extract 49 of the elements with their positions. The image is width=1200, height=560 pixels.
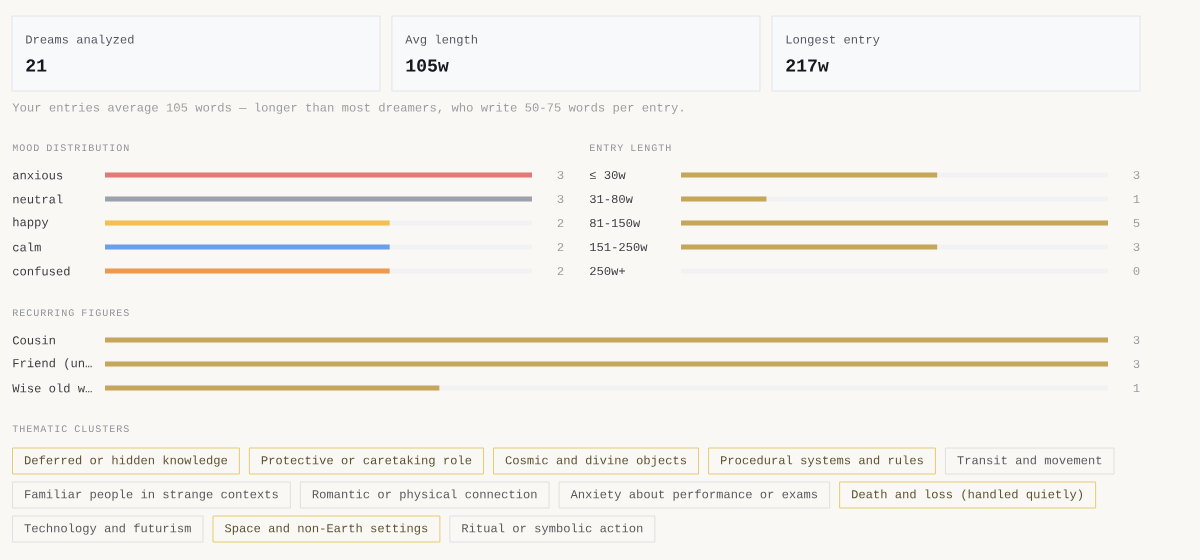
y-tick-label: happy: [13, 217, 49, 229]
category-label: Avg length: [405, 34, 477, 47]
y-tick-label: 151-250w: [590, 242, 648, 252]
chart-title: MOOD DISTRIBUTION: [12, 144, 129, 152]
category-label: Technology and futurism: [24, 523, 191, 535]
category-label: Longest entry: [786, 35, 880, 47]
data-label: 3: [557, 170, 564, 180]
y-tick-label: anxious: [13, 170, 63, 180]
category-label: Familiar people in strange contexts: [25, 489, 278, 501]
data-label: 1: [1133, 195, 1140, 203]
text: 21: [26, 59, 47, 72]
chart-title: RECURRING FIGURES: [13, 309, 129, 317]
category-label: Transit and movement: [957, 455, 1102, 465]
y-tick-label: Cousin: [12, 335, 55, 345]
text: 105w: [406, 59, 449, 72]
y-tick-label: Wise old w…: [12, 383, 92, 393]
text: 217w: [786, 59, 829, 72]
data-label: 3: [1133, 242, 1140, 252]
category-label: Deferred or hidden knowledge: [24, 455, 228, 467]
category-label: Dreams analyzed: [26, 34, 134, 47]
data-label: 3: [1133, 170, 1140, 180]
y-tick-label: 81-150w: [590, 218, 641, 228]
category-label: Procedural systems and rules: [721, 455, 923, 467]
category-label: Romantic or physical connection: [312, 489, 537, 501]
y-tick-label: Friend (un…: [13, 358, 92, 370]
y-tick-label: confused: [13, 266, 70, 276]
data-label: 1: [1133, 384, 1140, 392]
category-label: Death and loss (handled quietly): [852, 489, 1083, 501]
data-label: 2: [557, 218, 564, 228]
chart-title: ENTRY LENGTH: [590, 144, 671, 152]
y-tick-label: 31-80w: [590, 194, 633, 204]
y-tick-label: neutral: [13, 194, 63, 204]
data-label: 2: [557, 266, 564, 276]
data-label: 3: [557, 194, 564, 204]
data-label: 3: [1133, 359, 1140, 369]
y-tick-label: 250w+: [590, 266, 625, 276]
data-label: 2: [557, 242, 564, 252]
y-tick-label: calm: [13, 242, 41, 252]
text: Your entries average 105 words — longer than most dreamers, who write 50-75 words per entry.: [12, 102, 683, 115]
data-label: 5: [1133, 218, 1140, 228]
y-tick-label: ≤ 30w: [589, 170, 626, 180]
data-label: 0: [1133, 266, 1140, 276]
category-label: Space and non-Earth settings: [224, 523, 428, 535]
category-label: Protective or caretaking role: [261, 455, 472, 467]
category-label: Ritual or symbolic action: [462, 523, 643, 535]
category-label: Anxiety about performance or exams: [570, 489, 818, 501]
text: THEMATIC CLUSTERS: [12, 425, 129, 433]
category-label: Cosmic and divine objects: [505, 455, 687, 467]
data-label: 3: [1133, 335, 1140, 345]
